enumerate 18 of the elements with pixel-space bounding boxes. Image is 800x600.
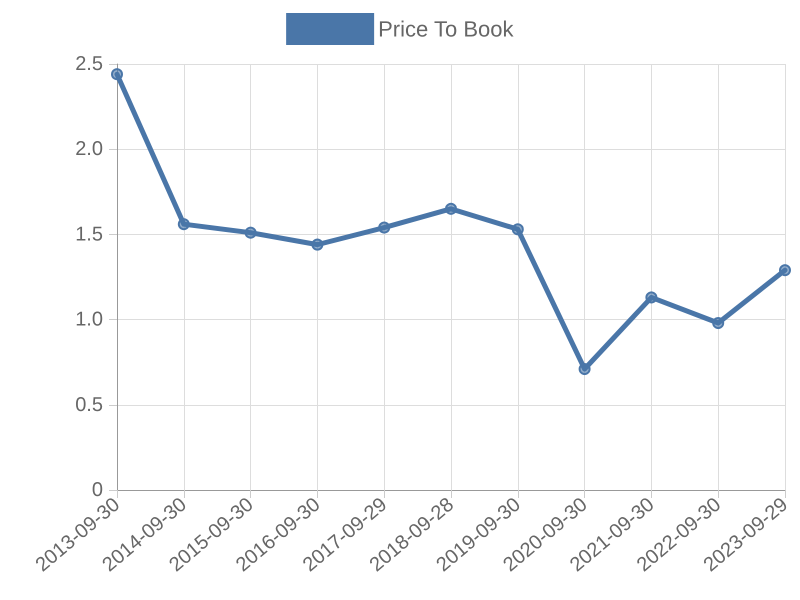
point [779,264,791,276]
point [712,317,724,330]
y-tick-label: 1.0 [75,308,103,331]
point [111,68,123,80]
y-tick-label: 0.5 [75,394,103,416]
point [512,223,524,236]
point [244,226,257,239]
point [578,363,591,376]
y-tick-label: 2.5 [75,53,103,75]
legend-label: Price To Book [378,16,514,42]
y-tick-label: 1.5 [75,223,103,246]
point [378,222,390,234]
point [311,238,324,251]
point [178,218,190,230]
y-tick-label: 2.0 [75,138,103,160]
y-tick-label: 0 [92,479,103,501]
point [645,291,658,304]
point [445,202,457,215]
